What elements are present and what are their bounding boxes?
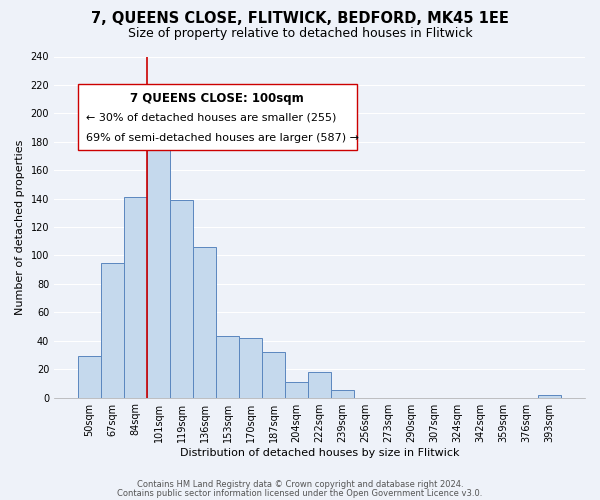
Text: Contains HM Land Registry data © Crown copyright and database right 2024.: Contains HM Land Registry data © Crown c… [137, 480, 463, 489]
Bar [239, 338, 262, 398]
Bar [124, 197, 147, 398]
Bar [193, 247, 216, 398]
Text: Size of property relative to detached houses in Flitwick: Size of property relative to detached ho… [128, 28, 472, 40]
Bar [538, 394, 561, 398]
Bar [308, 372, 331, 398]
Bar [331, 390, 354, 398]
Bar [285, 382, 308, 398]
Text: 7 QUEENS CLOSE: 100sqm: 7 QUEENS CLOSE: 100sqm [130, 92, 304, 106]
FancyBboxPatch shape [78, 84, 356, 150]
Text: 69% of semi-detached houses are larger (587) →: 69% of semi-detached houses are larger (… [86, 133, 359, 143]
Text: 7, QUEENS CLOSE, FLITWICK, BEDFORD, MK45 1EE: 7, QUEENS CLOSE, FLITWICK, BEDFORD, MK45… [91, 11, 509, 26]
Bar [170, 200, 193, 398]
Text: Contains public sector information licensed under the Open Government Licence v3: Contains public sector information licen… [118, 489, 482, 498]
Bar [262, 352, 285, 398]
Bar [101, 262, 124, 398]
X-axis label: Distribution of detached houses by size in Flitwick: Distribution of detached houses by size … [180, 448, 459, 458]
Y-axis label: Number of detached properties: Number of detached properties [15, 140, 25, 314]
Bar [147, 136, 170, 398]
Bar [216, 336, 239, 398]
Text: ← 30% of detached houses are smaller (255): ← 30% of detached houses are smaller (25… [86, 113, 336, 123]
Bar [78, 356, 101, 398]
